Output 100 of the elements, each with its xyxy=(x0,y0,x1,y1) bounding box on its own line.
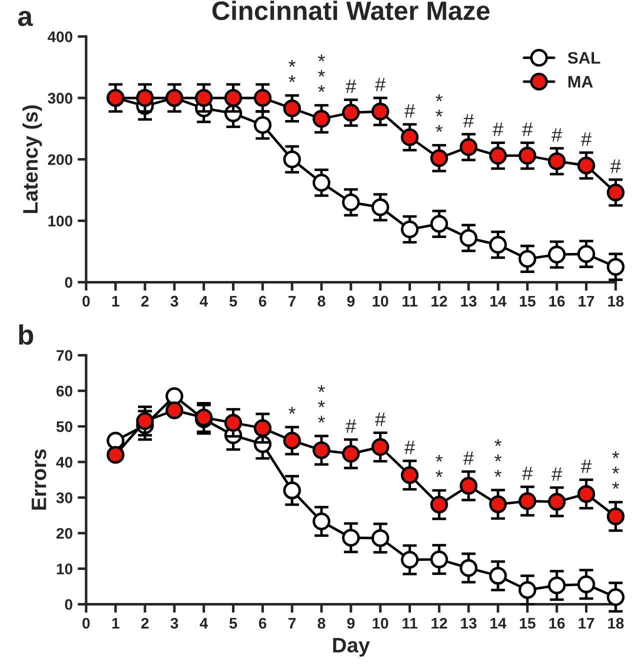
point xyxy=(430,149,448,168)
y-tick-label: 40 xyxy=(56,456,72,468)
point xyxy=(577,156,596,174)
y-axis-title: Latency (s) xyxy=(22,105,42,213)
point xyxy=(548,246,566,264)
y-tick-label: 0 xyxy=(65,599,72,610)
point xyxy=(606,588,625,606)
annotation: * * * xyxy=(612,451,620,489)
point xyxy=(518,581,536,599)
x-tick-label: 13 xyxy=(461,618,477,629)
point xyxy=(342,193,360,212)
x-tick-label: 10 xyxy=(372,618,388,629)
point xyxy=(165,401,184,420)
point xyxy=(460,138,478,156)
point xyxy=(342,528,360,547)
annotation: # xyxy=(580,460,592,473)
text: a xyxy=(18,10,33,26)
annotation: # xyxy=(580,132,592,146)
x-tick-label: 11 xyxy=(402,618,418,629)
point xyxy=(224,414,242,432)
point xyxy=(371,198,390,216)
point xyxy=(283,99,301,118)
x-tick-label: 7 xyxy=(288,296,296,306)
x-tick-label: 0 xyxy=(82,296,90,307)
annotation: * * * xyxy=(494,439,502,477)
x-tick-label: 6 xyxy=(258,618,266,629)
annotation: * * xyxy=(288,60,296,82)
y-tick-label: 400 xyxy=(48,31,72,42)
point xyxy=(518,492,536,510)
annotation: # xyxy=(374,78,386,92)
point xyxy=(518,146,536,165)
point xyxy=(136,412,154,430)
point xyxy=(254,116,272,134)
point xyxy=(606,184,625,202)
point xyxy=(342,444,360,463)
annotation: # xyxy=(463,114,474,128)
point xyxy=(400,550,419,569)
x-tick-label: 15 xyxy=(520,618,536,629)
y-tick-label: 30 xyxy=(56,492,72,504)
x-tick-label: 8 xyxy=(318,296,326,307)
point xyxy=(224,89,242,107)
point xyxy=(460,476,478,495)
y-tick-label: 60 xyxy=(56,386,72,396)
point xyxy=(400,220,419,238)
point xyxy=(283,432,301,450)
point xyxy=(106,446,124,464)
annotation: # xyxy=(463,451,474,465)
point xyxy=(371,102,390,120)
point xyxy=(312,512,330,530)
x-tick-label: 15 xyxy=(520,296,536,307)
x-tick-label: 18 xyxy=(608,618,624,629)
point xyxy=(489,566,507,585)
annotation: # xyxy=(346,419,356,433)
annotation: # xyxy=(522,466,533,480)
point xyxy=(342,104,360,122)
y-axis-title: Errors xyxy=(32,449,46,510)
annotation: * * * xyxy=(318,54,325,92)
point xyxy=(254,89,272,107)
y-tick-label: 100 xyxy=(48,216,72,226)
point xyxy=(577,485,596,503)
point xyxy=(518,250,536,268)
x-tick-label: 3 xyxy=(170,296,178,307)
x-tick-label: 17 xyxy=(578,618,594,629)
annotation: # xyxy=(552,128,562,142)
point xyxy=(489,236,507,254)
x-tick-label: 8 xyxy=(318,618,326,629)
annotation: * * xyxy=(436,454,443,478)
x-tick-label: 4 xyxy=(200,618,208,629)
point xyxy=(400,128,419,146)
annotation: * * * xyxy=(436,94,443,132)
point xyxy=(371,529,390,547)
point xyxy=(577,575,596,594)
annotation: # xyxy=(522,122,533,136)
x-tick-label: 13 xyxy=(461,296,477,307)
point xyxy=(430,496,448,514)
x-tick-label: 18 xyxy=(608,296,624,307)
y-tick-label: 0 xyxy=(65,277,72,288)
annotation: # xyxy=(374,412,386,426)
point xyxy=(254,419,272,438)
point xyxy=(548,576,566,594)
point xyxy=(548,152,566,170)
point xyxy=(430,214,448,233)
x-tick-label: 14 xyxy=(490,618,506,629)
x-tick-label: 16 xyxy=(549,296,565,307)
point xyxy=(606,507,625,526)
x-tick-label: 2 xyxy=(141,618,149,629)
x-tick-label: 5 xyxy=(229,618,238,629)
x-tick-label: 12 xyxy=(432,296,448,306)
point xyxy=(489,146,507,165)
x-tick-label: 7 xyxy=(288,618,296,629)
legend-label: MA xyxy=(568,76,593,88)
point xyxy=(194,89,213,107)
point xyxy=(312,110,330,128)
x-tick-label: 9 xyxy=(347,618,355,629)
x-tick-label: 9 xyxy=(347,296,355,307)
x-tick-label: 4 xyxy=(200,296,208,306)
y-tick-label: 200 xyxy=(48,154,72,166)
text: b xyxy=(19,324,34,345)
x-tick-label: 10 xyxy=(372,296,388,307)
x-tick-label: 17 xyxy=(578,296,594,306)
